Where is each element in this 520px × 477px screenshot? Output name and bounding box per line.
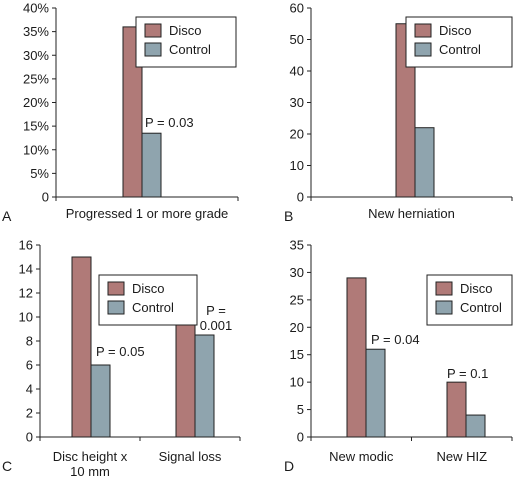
- bar-control-2: [465, 414, 486, 438]
- x-category-label: New modic: [329, 449, 394, 464]
- x-category-label: Progressed 1 or more grade: [66, 206, 229, 221]
- legend-swatch-disco: [144, 23, 162, 38]
- chart-panel-c: 0 2 4 6 8 10 12 14 16 Disc height x 10 mm Signal lo…: [2, 238, 241, 477]
- y-tick-label: 8: [26, 334, 33, 349]
- y-tick-label: 20: [290, 320, 304, 335]
- panel-letter: D: [284, 458, 294, 474]
- p-value-annotation: P = 0.001: [200, 303, 233, 333]
- legend-label-disco: Disco: [169, 23, 202, 38]
- legend-swatch-control: [414, 42, 432, 57]
- legend: Disco Control: [405, 16, 513, 68]
- legend-label-disco: Disco: [132, 281, 165, 296]
- y-tick-label: 0: [26, 430, 33, 445]
- y-tick-label: 35: [290, 238, 304, 253]
- p-value-annotation: P = 0.05: [96, 344, 145, 359]
- x-category-label: New herniation: [368, 206, 455, 221]
- x-category-label: New HIZ: [436, 449, 487, 464]
- bar-control-1: [414, 127, 435, 198]
- legend-swatch-disco: [414, 23, 432, 38]
- y-tick-label: 16: [19, 238, 33, 253]
- y-tick-label: 20: [290, 127, 304, 142]
- bar-control-1: [90, 364, 111, 438]
- y-tick-label: 15: [290, 347, 304, 362]
- legend: Disco Control: [135, 16, 237, 68]
- y-tick-label: 30%: [23, 48, 49, 63]
- y-tick-label: 20%: [23, 95, 49, 110]
- bar-disco-1: [71, 256, 92, 438]
- legend-swatch-control: [435, 300, 453, 315]
- y-tick-label: 60: [290, 1, 304, 16]
- y-tick-label: 6: [26, 358, 33, 373]
- x-category-label: Disc height x 10 mm: [53, 449, 128, 477]
- legend: Disco Control: [98, 274, 198, 326]
- chart-panel-d: 0 5 10 15 20 25 30 35 New modic New HIZ P = 0.04 P …: [284, 238, 513, 474]
- y-tick-label: 30: [290, 265, 304, 280]
- panel-letter: B: [284, 208, 293, 224]
- y-tick-label: 12: [19, 286, 33, 301]
- p-value-annotation: P = 0.04: [371, 332, 420, 347]
- y-tick-label: 25%: [23, 71, 49, 86]
- y-tick-label: 5: [297, 402, 304, 417]
- y-tick-label: 2: [26, 406, 33, 421]
- y-tick-label: 0: [42, 190, 49, 205]
- y-tick-label: 10%: [23, 142, 49, 157]
- bar-control-1: [365, 348, 386, 438]
- legend-label-control: Control: [169, 42, 211, 57]
- legend-swatch-disco: [435, 281, 453, 296]
- legend-swatch-control: [144, 42, 162, 57]
- y-tick-label: 40: [290, 64, 304, 79]
- y-tick-label: 40%: [23, 1, 49, 16]
- legend-label-disco: Disco: [439, 23, 472, 38]
- y-tick-label: 0: [297, 430, 304, 445]
- legend-label-control: Control: [460, 300, 502, 315]
- legend-label-disco: Disco: [460, 281, 493, 296]
- y-tick-label: 30: [290, 95, 304, 110]
- legend-swatch-control: [107, 300, 125, 315]
- bar-disco-1: [122, 26, 143, 198]
- bar-disco-1: [346, 277, 367, 438]
- y-tick-label: 50: [290, 32, 304, 47]
- y-tick-label: 35%: [23, 24, 49, 39]
- y-tick-label: 10: [290, 375, 304, 390]
- panel-letter: C: [2, 458, 12, 474]
- y-tick-label: 10: [290, 158, 304, 173]
- bar-disco-2: [446, 381, 467, 438]
- y-tick-label: 25: [290, 292, 304, 307]
- y-tick-label: 0: [297, 190, 304, 205]
- p-value-annotation: P = 0.1: [447, 366, 488, 381]
- bar-control-2: [194, 334, 215, 438]
- chart-panel-b: 0 10 20 30 40 50 60 New herniation Disco Control B: [284, 1, 513, 224]
- legend-swatch-disco: [107, 281, 125, 296]
- legend: Disco Control: [426, 274, 513, 326]
- x-category-label: Signal loss: [159, 449, 222, 464]
- chart-panel-a: 0 5% 10% 15% 20% 25% 30% 35% 40% Progressed 1 or …: [2, 1, 239, 224]
- y-tick-label: 14: [19, 262, 33, 277]
- y-tick-label: 15%: [23, 119, 49, 134]
- y-tick-label: 5%: [30, 166, 49, 181]
- panel-letter: A: [2, 208, 12, 224]
- bar-control-1: [141, 132, 162, 198]
- y-tick-label: 10: [19, 310, 33, 325]
- y-tick-label: 4: [26, 382, 33, 397]
- p-value-annotation: P = 0.03: [145, 115, 194, 130]
- legend-label-control: Control: [439, 42, 481, 57]
- legend-label-control: Control: [132, 300, 174, 315]
